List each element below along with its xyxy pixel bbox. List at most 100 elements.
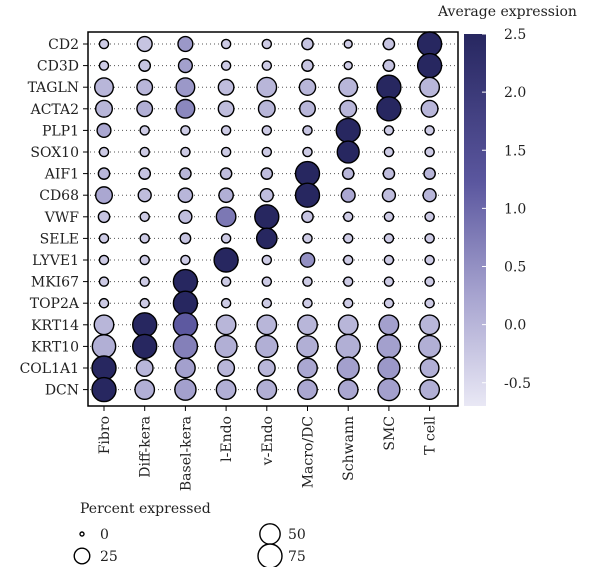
- dot-plp1-basel-kera: [180, 125, 191, 136]
- colorbar-gradient: [464, 34, 486, 406]
- dot-cd3d-fibro: [98, 60, 110, 71]
- dot-krt10-fibro: [91, 334, 117, 359]
- dot-sele-fibro: [98, 233, 110, 244]
- dot-tagln-l-endo: [217, 78, 235, 96]
- dot-lyve1-l-endo: [213, 247, 239, 273]
- dot-krt14-l-endo: [215, 314, 237, 336]
- dot-acta2-smc: [376, 96, 402, 122]
- dot-krt10-diff-kera: [131, 333, 158, 360]
- dot-mki67-schwann: [342, 276, 354, 287]
- dot-aif1-macro-dc: [294, 160, 321, 187]
- dot-lyve1-diff-kera: [139, 254, 150, 266]
- dot-col1a1-diff-kera: [135, 358, 154, 378]
- dot-krt14-schwann: [337, 314, 359, 336]
- dot-top2a-l-endo: [220, 297, 232, 309]
- colorbar-title: Average expression: [437, 4, 577, 20]
- dot-col1a1-basel-kera: [174, 357, 196, 379]
- dot-aif1-diff-kera: [138, 167, 152, 180]
- dot-vwf-l-endo: [215, 206, 237, 228]
- dot-sele-basel-kera: [179, 232, 192, 245]
- xtick-label-smc: SMC: [382, 416, 398, 451]
- ytick-label-cd68: CD68: [39, 188, 79, 204]
- dot-plp1-l-endo: [220, 125, 232, 136]
- ytick-label-krt10: KRT10: [31, 339, 79, 355]
- dot-plp1-smc: [383, 125, 395, 136]
- dot-tagln-t-cell: [419, 76, 441, 98]
- dot-vwf-basel-kera: [178, 209, 193, 224]
- dot-sele-l-endo: [220, 233, 232, 244]
- dot-aif1-l-endo: [219, 167, 233, 180]
- size-legend-label-75: 75: [288, 549, 306, 565]
- dot-cd2-diff-kera: [136, 35, 153, 53]
- dot-lyve1-smc: [383, 254, 395, 266]
- xtick-label-schwann: Schwann: [341, 416, 357, 481]
- dot-dcn-l-endo: [215, 379, 237, 401]
- dot-aif1-v-endo: [260, 167, 274, 180]
- dot-aif1-smc: [382, 167, 396, 180]
- dot-lyve1-macro-dc: [299, 252, 316, 268]
- dot-lyve1-basel-kera: [180, 254, 191, 266]
- ytick-label-mki67: MKI67: [31, 275, 79, 291]
- dot-tagln-diff-kera: [136, 78, 154, 96]
- xtick-label-macro-dc: Macro/DC: [301, 416, 317, 488]
- dot-aif1-fibro: [97, 167, 111, 180]
- dot-top2a-v-endo: [261, 297, 273, 309]
- ytick-label-dcn: DCN: [45, 383, 79, 399]
- dot-tagln-macro-dc: [298, 78, 317, 97]
- ytick-label-aif1: AIF1: [44, 167, 79, 183]
- dot-aif1-basel-kera: [179, 167, 192, 180]
- dot-cd2-macro-dc: [301, 37, 314, 51]
- dot-col1a1-fibro: [91, 355, 117, 381]
- dot-krt10-smc: [376, 334, 402, 359]
- size-legend-title: Percent expressed: [80, 501, 211, 517]
- dot-mki67-t-cell: [424, 276, 435, 287]
- ytick-label-cd3d: CD3D: [37, 59, 79, 75]
- dot-krt10-schwann: [335, 333, 361, 360]
- dot-dcn-t-cell: [419, 379, 441, 401]
- dot-plp1-t-cell: [424, 125, 435, 136]
- dot-cd2-smc: [382, 37, 396, 51]
- dot-krt10-l-endo: [214, 334, 238, 359]
- colorbar-tick-label: 2.0: [504, 85, 526, 101]
- dot-mki67-macro-dc: [302, 276, 313, 287]
- ytick-label-tagln: TAGLN: [28, 80, 79, 96]
- dot-dcn-schwann: [337, 379, 359, 401]
- dot-top2a-t-cell: [424, 297, 435, 309]
- dot-vwf-macro-dc: [301, 210, 314, 224]
- dot-krt10-v-endo: [255, 334, 279, 359]
- dot-top2a-fibro: [98, 297, 110, 309]
- size-legend-label-25: 25: [100, 549, 118, 565]
- dot-krt14-t-cell: [419, 314, 441, 336]
- dot-lyve1-fibro: [98, 254, 110, 266]
- dot-sele-v-endo: [255, 227, 278, 250]
- dot-top2a-smc: [383, 297, 395, 309]
- dot-krt10-t-cell: [417, 334, 442, 359]
- dot-dcn-macro-dc: [297, 379, 318, 401]
- dot-sox10-smc: [383, 146, 395, 158]
- dot-sele-macro-dc: [302, 233, 313, 244]
- ytick-label-krt14: KRT14: [31, 318, 79, 334]
- dot-acta2-fibro: [94, 99, 114, 118]
- dot-vwf-v-endo: [254, 204, 280, 230]
- dot-krt14-macro-dc: [297, 314, 318, 336]
- dot-cd68-macro-dc: [294, 182, 321, 208]
- dot-cd2-t-cell: [416, 31, 443, 57]
- dot-vwf-schwann: [342, 211, 354, 223]
- dot-col1a1-l-endo: [217, 358, 236, 378]
- dot-krt14-v-endo: [256, 314, 278, 336]
- size-legend-circle-25: [73, 547, 91, 565]
- dot-col1a1-v-endo: [257, 358, 276, 378]
- dot-cd68-v-endo: [259, 188, 274, 203]
- dot-sele-t-cell: [424, 233, 435, 244]
- colorbar-tick-label: -0.5: [504, 376, 531, 392]
- dot-tagln-fibro: [93, 77, 115, 98]
- colorbar: 2.5 2.0 1.5 1.0 0.5 0.0 -0.5: [464, 27, 531, 406]
- dot-sox10-v-endo: [261, 146, 273, 158]
- dot-cd68-fibro: [94, 186, 114, 205]
- dot-cd3d-diff-kera: [138, 59, 152, 72]
- dot-lyve1-schwann: [342, 254, 354, 266]
- dot-vwf-t-cell: [424, 211, 435, 223]
- dot-dcn-diff-kera: [134, 379, 156, 401]
- dot-vwf-fibro: [97, 210, 111, 224]
- colorbar-tick-label: 2.5: [504, 27, 526, 43]
